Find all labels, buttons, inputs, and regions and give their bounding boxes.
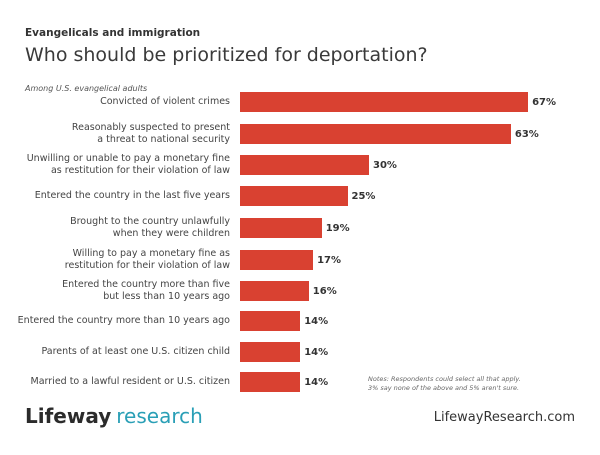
chart-subtitle: Among U.S. evangelical adults [25,84,148,93]
bar-row: Entered the country more than five but le… [0,276,600,306]
bar [240,311,301,331]
bar [240,124,511,144]
bar-row: Convicted of violent crimes 67% [0,87,600,117]
value-label: 14% [304,346,329,358]
notes: Notes: Respondents could select all that… [368,375,521,393]
bar-row: Unwilling or unable to pay a monetary fi… [0,150,600,180]
bar-row: Entered the country more than 10 years a… [0,306,600,336]
value-label: 17% [317,254,342,266]
bar [240,342,301,362]
value-label: 67% [532,96,557,108]
value-label: 63% [514,128,539,140]
bar [240,281,309,301]
bar-row: Reasonably suspected to present a threat … [0,119,600,149]
logo-part: research [116,404,203,428]
category-label: Brought to the country unlawfully when th… [70,216,230,239]
lifeway-logo: Lifeway research [25,404,203,428]
bar-row: Willing to pay a monetary fine as restitu… [0,245,600,275]
kicker: Evangelicals and immigration [25,27,201,39]
bar [240,186,348,206]
value-label: 30% [373,159,397,171]
category-label: Entered the country more than 10 years a… [17,315,230,326]
value-label: 25% [351,190,376,202]
category-label: Entered the country more than five but le… [62,279,230,302]
bar [240,372,301,392]
bar [240,155,369,175]
category-label: Entered the country in the last five yea… [34,190,230,201]
value-label: 19% [325,222,350,234]
value-label: 14% [304,376,329,388]
bar [240,92,529,112]
category-label: Willing to pay a monetary fine as restitu… [64,248,230,271]
value-label: 14% [304,315,329,327]
logo-part: Lifeway [25,404,112,428]
bar-row: Brought to the country unlawfully when th… [0,213,600,243]
category-label: Unwilling or unable to pay a monetary fi… [26,153,230,176]
bar [240,218,322,238]
bar-row: Married to a lawful resident or U.S. cit… [0,367,600,397]
category-label: Convicted of violent crimes [100,96,230,107]
chart-title: Who should be prioritized for deportatio… [25,44,428,66]
site-url: LifewayResearch.com [433,410,575,425]
category-label: Parents of at least one U.S. citizen chi… [41,346,230,357]
value-label: 16% [312,285,337,297]
bar-row: Entered the country in the last five yea… [0,181,600,211]
bar [240,250,314,270]
bar-row: Parents of at least one U.S. citizen chi… [0,337,600,367]
category-label: Reasonably suspected to present a threat … [71,122,230,145]
note-line: Notes: Respondents could select all that… [368,375,521,383]
category-label: Married to a lawful resident or U.S. cit… [30,376,230,387]
note-line: 3% say none of the above and 5% aren't s… [368,384,520,392]
